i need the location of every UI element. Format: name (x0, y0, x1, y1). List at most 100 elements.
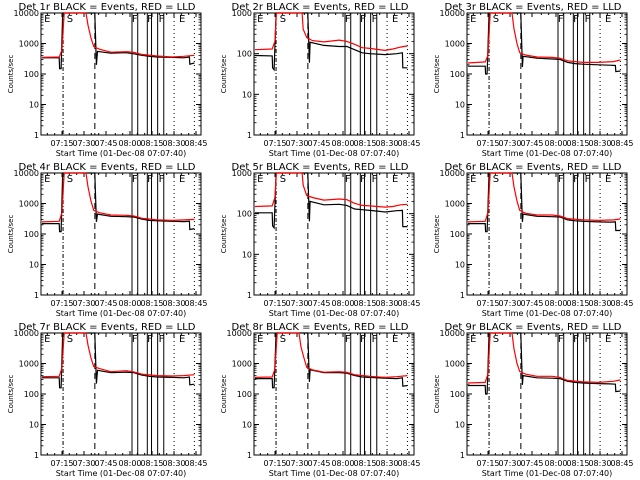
panel-title: Det 4r BLACK = Events, RED = LLD (19, 162, 196, 173)
event-marker: F (585, 334, 591, 345)
lld-series-line (467, 332, 621, 384)
x-tick-label: 08:00 (544, 299, 567, 308)
event-marker: E (470, 14, 476, 25)
x-tick-label: 08:30 (588, 299, 611, 308)
lld-series-line (41, 332, 195, 378)
x-tick-label: 08:00 (544, 459, 567, 468)
event-marker: E (179, 174, 185, 185)
y-tick-label: 10 (455, 261, 465, 270)
detector-panel-1: Det 1r BLACK = Events, RED = LLD 1 10 100 10… (0, 0, 213, 160)
event-marker: F (558, 174, 564, 185)
events-series-line (468, 12, 621, 75)
x-tick-label: 07:45 (520, 299, 543, 308)
plot-svg: Det 2r BLACK = Events, RED = LLD 1 10 100 10… (220, 2, 421, 158)
y-tick-label: 100 (237, 390, 252, 399)
panel-title: Det 9r BLACK = Events, RED = LLD (445, 322, 622, 333)
event-marker: F (360, 334, 366, 345)
x-tick-label: 08:45 (184, 299, 207, 308)
x-tick-label: 07:15 (263, 299, 286, 308)
y-tick-label: 1000 (232, 169, 252, 178)
x-tick-label: 07:30 (498, 299, 521, 308)
y-tick-label: 100 (237, 210, 252, 219)
x-tick-label: 07:15 (263, 139, 286, 148)
event-marker: S (493, 334, 499, 345)
x-tick-label: 08:45 (184, 139, 207, 148)
event-marker: E (44, 334, 50, 345)
x-tick-label: 08:45 (184, 459, 207, 468)
event-marker: E (392, 14, 398, 25)
panel-title: Det 7r BLACK = Events, RED = LLD (19, 322, 196, 333)
event-marker: E (605, 334, 611, 345)
y-tick-label: 10 (242, 250, 252, 259)
event-marker: S (493, 14, 499, 25)
event-marker: E (605, 174, 611, 185)
y-axis-label: Counts/sec (220, 55, 228, 94)
x-tick-label: 07:30 (285, 139, 308, 148)
event-marker: F (147, 14, 153, 25)
detector-panel-6: Det 6r BLACK = Events, RED = LLD 1 10 100 10… (426, 160, 639, 320)
y-tick-label: 10 (242, 421, 252, 430)
x-tick-label: 07:30 (498, 459, 521, 468)
plot-frame (40, 172, 202, 296)
panel-title: Det 6r BLACK = Events, RED = LLD (445, 162, 622, 173)
y-tick-label: 10000 (440, 9, 465, 18)
detector-panel-3: Det 3r BLACK = Events, RED = LLD 1 10 100 10… (426, 0, 639, 160)
plot-frame (253, 332, 415, 456)
events-series-line (42, 172, 195, 233)
x-tick-label: 07:30 (72, 459, 95, 468)
x-tick-label: 08:30 (162, 299, 185, 308)
x-tick-label: 08:15 (566, 139, 589, 148)
y-tick-label: 100 (24, 230, 39, 239)
x-axis-label: Start Time (01-Dec-08 07:07:40) (56, 309, 187, 318)
x-tick-label: 07:45 (307, 299, 330, 308)
plot-svg: Det 9r BLACK = Events, RED = LLD 1 10 100 10… (433, 322, 634, 478)
event-marker: F (372, 334, 378, 345)
event-marker: F (159, 14, 165, 25)
y-tick-label: 1 (247, 131, 252, 140)
x-tick-label: 07:30 (285, 459, 308, 468)
plot-svg: Det 3r BLACK = Events, RED = LLD 1 10 100 10… (433, 2, 634, 158)
plot-frame (466, 12, 628, 136)
events-series-line (255, 172, 408, 230)
plot-svg: Det 8r BLACK = Events, RED = LLD 1 10 100 10… (220, 322, 421, 478)
event-marker: E (392, 174, 398, 185)
y-tick-label: 10000 (440, 169, 465, 178)
x-tick-label: 07:15 (50, 139, 73, 148)
event-marker: F (147, 174, 153, 185)
plot-frame (466, 332, 628, 456)
x-tick-label: 08:15 (140, 299, 163, 308)
x-tick-label: 08:30 (162, 459, 185, 468)
event-marker: F (132, 174, 138, 185)
plot-svg: Det 7r BLACK = Events, RED = LLD 1 10 100 10… (7, 322, 208, 478)
x-tick-label: 07:30 (498, 139, 521, 148)
events-series-line (468, 332, 621, 395)
y-axis-label: Counts/sec (7, 375, 15, 414)
plot-svg: Det 5r BLACK = Events, RED = LLD 1 10 100 10… (220, 162, 421, 318)
panel-title: Det 2r BLACK = Events, RED = LLD (232, 2, 409, 13)
x-tick-label: 08:00 (544, 139, 567, 148)
y-tick-label: 10 (455, 421, 465, 430)
event-marker: F (159, 334, 165, 345)
y-tick-label: 10000 (14, 169, 39, 178)
lld-series-line (254, 172, 408, 208)
y-axis-label: Counts/sec (7, 215, 15, 254)
event-marker: F (360, 174, 366, 185)
detector-panel-8: Det 8r BLACK = Events, RED = LLD 1 10 100 10… (213, 320, 426, 480)
x-tick-label: 07:45 (520, 459, 543, 468)
y-tick-label: 10000 (227, 329, 252, 338)
y-tick-label: 1 (34, 131, 39, 140)
y-axis-label: Counts/sec (433, 55, 441, 94)
lld-series-line (467, 12, 621, 64)
x-tick-label: 07:15 (476, 139, 499, 148)
event-marker: S (280, 334, 286, 345)
panel-title: Det 5r BLACK = Events, RED = LLD (232, 162, 409, 173)
x-tick-label: 07:15 (50, 459, 73, 468)
y-tick-label: 100 (24, 390, 39, 399)
event-marker: F (585, 174, 591, 185)
x-tick-label: 08:15 (140, 459, 163, 468)
y-tick-label: 10 (29, 101, 39, 110)
panel-title: Det 3r BLACK = Events, RED = LLD (445, 2, 622, 13)
x-axis-label: Start Time (01-Dec-08 07:07:40) (269, 149, 400, 158)
event-marker: E (257, 174, 263, 185)
event-marker: F (147, 334, 153, 345)
